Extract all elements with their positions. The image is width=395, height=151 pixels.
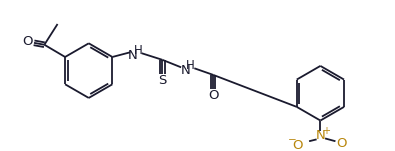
- Text: H: H: [186, 59, 195, 72]
- Text: H: H: [134, 44, 142, 57]
- Text: +: +: [322, 126, 330, 136]
- Text: N: N: [181, 64, 191, 77]
- Text: N: N: [316, 129, 325, 142]
- Text: O: O: [336, 137, 346, 150]
- Text: S: S: [158, 74, 166, 87]
- Text: O: O: [22, 35, 33, 48]
- Text: O: O: [293, 138, 303, 151]
- Text: N: N: [128, 49, 138, 62]
- Text: −: −: [288, 135, 297, 145]
- Text: O: O: [208, 89, 218, 102]
